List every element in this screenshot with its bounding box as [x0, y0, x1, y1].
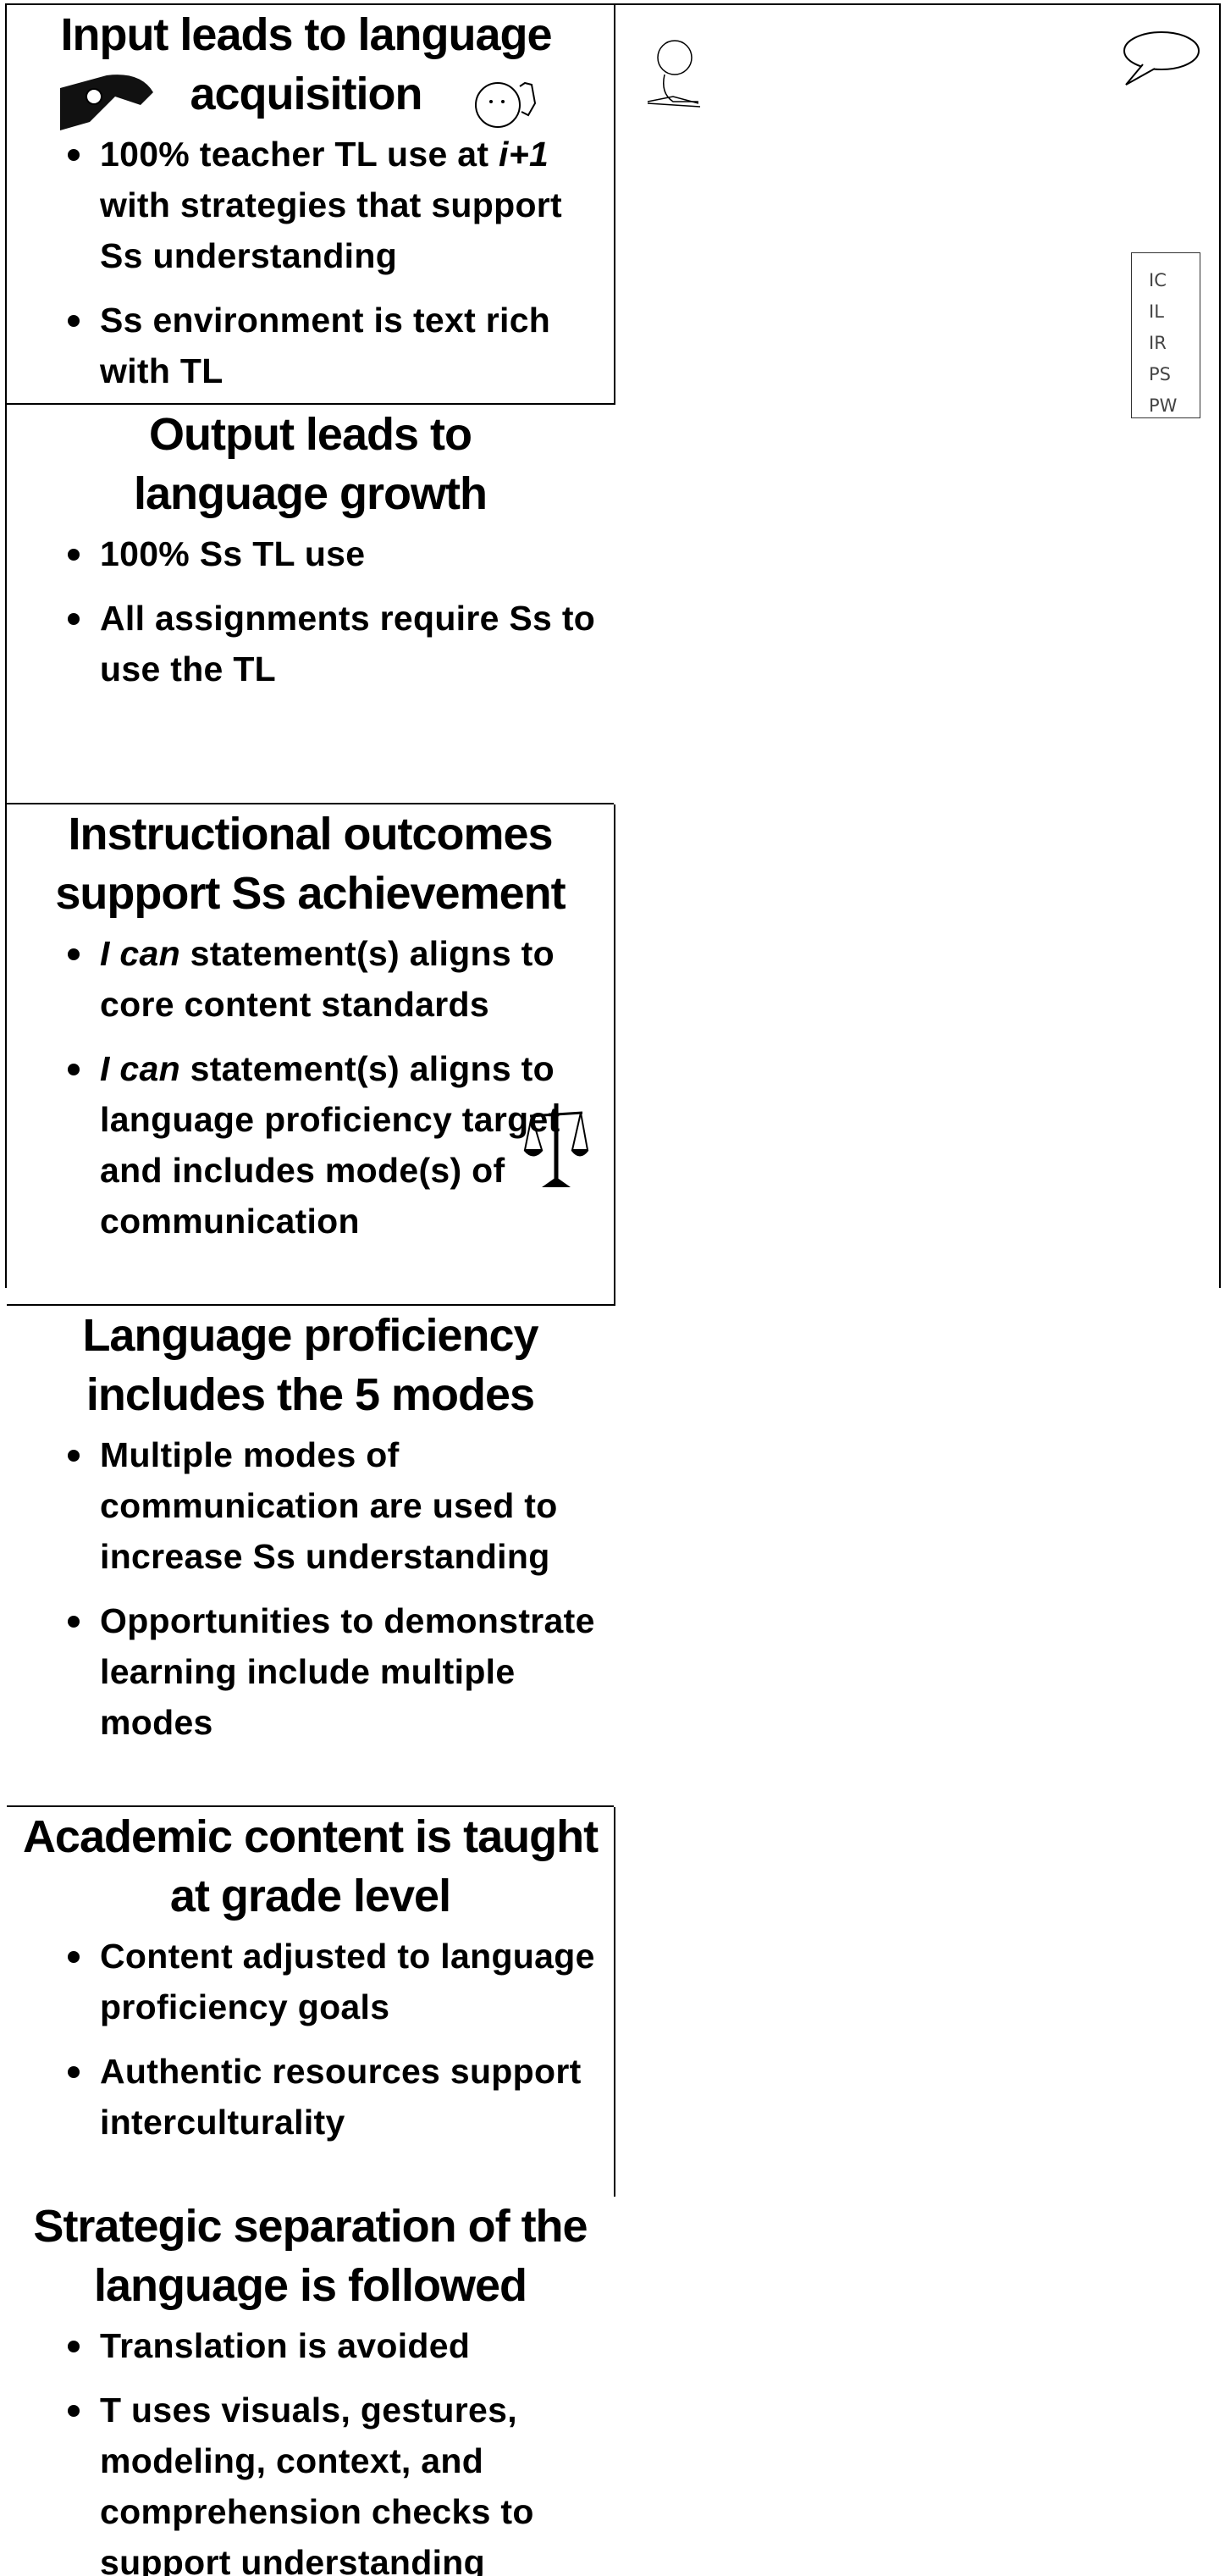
bullet: Translation is avoided: [68, 2320, 614, 2371]
bullet-italic: I can: [100, 934, 180, 973]
speech-bubble-icon: [1123, 31, 1200, 86]
bullet: 100% Ss TL use: [68, 528, 614, 579]
bullet-list: 100% Ss TL use All assignments require Ss…: [7, 528, 614, 694]
bullet-list: 100% teacher TL use at i+1 with strategi…: [7, 129, 614, 396]
mode-label: PW: [1149, 395, 1178, 416]
cell-title: Academic content is taught at grade leve…: [22, 1811, 599, 1921]
writer-icon: [647, 40, 701, 108]
cell: Instructional outcomes support Ss achiev…: [7, 804, 615, 1306]
bullet-italic: i+1: [499, 135, 549, 174]
bullet: Opportunities to demonstrate learning in…: [68, 1595, 614, 1748]
bullet: Authentic resources support intercultura…: [68, 2046, 614, 2148]
bullet-text: 100% teacher TL use at: [100, 135, 499, 174]
cell-title: Input leads to language acquisition: [60, 9, 552, 119]
cell: Output leads to language growth 100% Ss T…: [7, 405, 614, 804]
mode-label: PS: [1149, 364, 1171, 384]
cell: Language proficiency includes the 5 mode…: [7, 252, 1200, 1807]
bullet: T uses visuals, gestures, modeling, cont…: [68, 2385, 614, 2576]
mode-label: IC: [1149, 270, 1167, 290]
bullet-text: Opportunities to demonstrate learning in…: [100, 1601, 595, 1742]
bullet: I can statement(s) aligns to language pr…: [68, 1043, 614, 1247]
bullet-text: Translation is avoided: [100, 2326, 471, 2365]
bullet-text: statement(s) aligns to language proficie…: [100, 1049, 560, 1241]
cell: Strategic separation of the language is …: [7, 2197, 614, 2576]
bullet-text: 100% Ss TL use: [100, 534, 366, 573]
cell-title: Instructional outcomes support Ss achiev…: [55, 809, 566, 919]
bullet-text: All assignments require Ss to use the TL: [100, 599, 596, 688]
bullet: Ss environment is text rich with TL: [68, 295, 614, 396]
mode-label: IL: [1149, 301, 1164, 322]
cell-title: Output leads to language growth: [134, 409, 488, 519]
mode-box: IC IL IR PS PW: [1131, 252, 1200, 418]
bullet-text: statement(s) aligns to core content stan…: [100, 934, 555, 1024]
bullet-text: Multiple modes of communication are used…: [100, 1435, 558, 1576]
cell: Input leads to language acquisition 100% …: [7, 5, 615, 405]
mode-label: IR: [1149, 333, 1167, 353]
cell-title: Strategic separation of the language is …: [33, 2201, 588, 2311]
reader-icon: [60, 75, 153, 130]
page: Input leads to language acquisition 100% …: [5, 3, 1221, 2576]
bullet: Content adjusted to language proficiency…: [68, 1931, 614, 2032]
bullet-text: Authentic resources support intercultura…: [100, 2052, 582, 2142]
grid: Input leads to language acquisition 100% …: [5, 3, 1221, 2576]
scales-icon: [523, 1103, 589, 1187]
bullet: Multiple modes of communication are used…: [68, 1429, 614, 1582]
listener-icon: [475, 81, 537, 128]
cell-title: Language proficiency includes the 5 mode…: [82, 1310, 538, 1420]
cell: Academic content is taught at grade leve…: [7, 1807, 615, 2197]
bullet-list: Multiple modes of communication are used…: [7, 1429, 614, 1748]
bullet-italic: I can: [100, 1049, 180, 1088]
bullet-text: T uses visuals, gestures, modeling, cont…: [100, 2391, 534, 2576]
bullet: All assignments require Ss to use the TL: [68, 593, 614, 694]
bullet: 100% teacher TL use at i+1 with strategi…: [68, 129, 614, 281]
bullet-text: with strategies that support Ss understa…: [100, 185, 563, 275]
bullet: I can statement(s) aligns to core conten…: [68, 928, 614, 1030]
bullet-list: Translation is avoided T uses visuals, ge…: [7, 2320, 614, 2576]
bullet-list: Content adjusted to language proficiency…: [7, 1931, 614, 2148]
bullet-text: Content adjusted to language proficiency…: [100, 1937, 595, 2026]
bullet-list: I can statement(s) aligns to core conten…: [7, 928, 614, 1247]
bullet-text: Ss environment is text rich with TL: [100, 301, 551, 390]
